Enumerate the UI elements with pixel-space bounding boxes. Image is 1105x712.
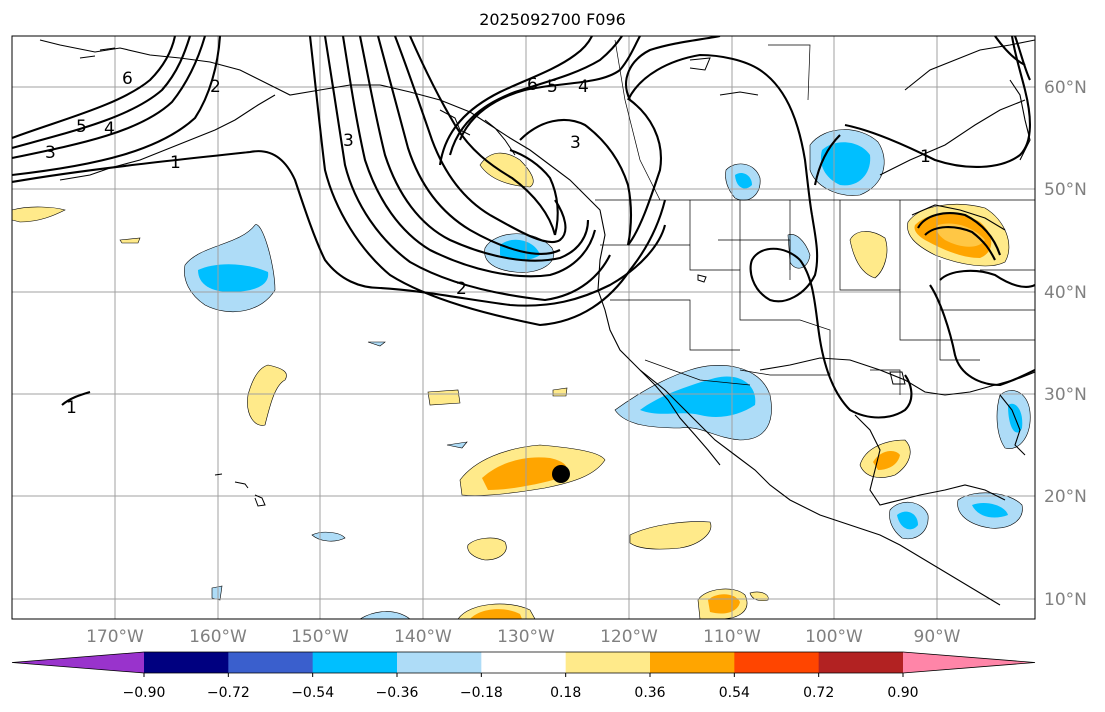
colorbar-segment (481, 652, 567, 673)
political-borders (595, 39, 1035, 395)
contour-label: 6 (527, 75, 538, 95)
contour-label: 3 (343, 131, 354, 151)
contour-label: 5 (76, 117, 87, 137)
contour-label: 6 (122, 69, 133, 89)
contour-label: 3 (45, 143, 56, 163)
colorbar-extend-high (903, 652, 1035, 673)
contour-label: 4 (578, 77, 589, 97)
colorbar-ticks: −0.90 −0.72 −0.54 −0.36 −0.18 0.18 0.36 0.54 0.7… (123, 673, 919, 701)
colorbar-segment (397, 652, 482, 673)
contour-labels: 6 5 4 3 2 1 6 5 4 3 3 2 1 1 (45, 69, 931, 418)
colorbar-segment (312, 652, 398, 673)
lat-label: 30°N (1044, 385, 1087, 405)
colorbar-segment (144, 652, 229, 673)
islands (79, 47, 906, 507)
chart-title: 2025092700 F096 (479, 10, 626, 29)
lon-label: 100°W (805, 627, 863, 647)
latitude-labels: 60°N 50°N 40°N 30°N 20°N 10°N (1044, 78, 1087, 610)
colorbar-tick-label: 0.18 (550, 685, 581, 701)
lat-label: 50°N (1044, 180, 1087, 200)
contour-label: 4 (104, 119, 115, 139)
colorbar-tick-label: −0.36 (376, 685, 419, 701)
lon-label: 170°W (86, 627, 144, 647)
colorbar-segments (11, 651, 1036, 674)
contour-label: 2 (210, 77, 221, 97)
lon-label: 110°W (703, 627, 761, 647)
contour-label: 3 (570, 133, 581, 153)
lat-label: 20°N (1044, 487, 1087, 507)
contour-label: 1 (920, 147, 931, 167)
coastlines (39, 39, 1035, 606)
colorbar-tick-label: −0.72 (207, 685, 250, 701)
colorbar-segment (565, 652, 651, 673)
colorbar-tick-label: 0.36 (634, 685, 665, 701)
colorbar-segment (228, 652, 314, 673)
colorbar-tick-label: −0.90 (123, 685, 166, 701)
lon-label: 150°W (291, 627, 349, 647)
lat-label: 10°N (1044, 590, 1087, 610)
contour-label: 2 (456, 279, 467, 299)
colorbar-tick-label: −0.54 (291, 685, 334, 701)
colorbar-tick-label: 0.90 (887, 685, 918, 701)
colorbar-tick-label: 0.54 (719, 685, 750, 701)
contour-label: 1 (66, 398, 77, 418)
graticule (12, 36, 1035, 619)
colorbar-extend-low (12, 652, 144, 673)
colorbar-segment (818, 652, 904, 673)
contour-label: 5 (547, 77, 558, 97)
contour-label: 1 (170, 153, 181, 173)
lat-label: 60°N (1044, 78, 1087, 98)
storm-center-marker (552, 465, 570, 483)
colorbar-segment (734, 652, 820, 673)
colorbar-segment (650, 652, 735, 673)
lon-label: 160°W (189, 627, 247, 647)
lon-label: 90°W (914, 627, 961, 647)
lat-label: 40°N (1044, 283, 1087, 303)
contour-lines (12, 36, 1035, 419)
lon-label: 130°W (497, 627, 555, 647)
lon-label: 140°W (394, 627, 452, 647)
colorbar-tick-label: −0.18 (460, 685, 503, 701)
colorbar-tick-label: 0.72 (803, 685, 834, 701)
longitude-labels: 170°W 160°W 150°W 140°W 130°W 120°W 110°… (86, 627, 961, 647)
lon-label: 120°W (600, 627, 658, 647)
map-frame (11, 35, 1036, 620)
